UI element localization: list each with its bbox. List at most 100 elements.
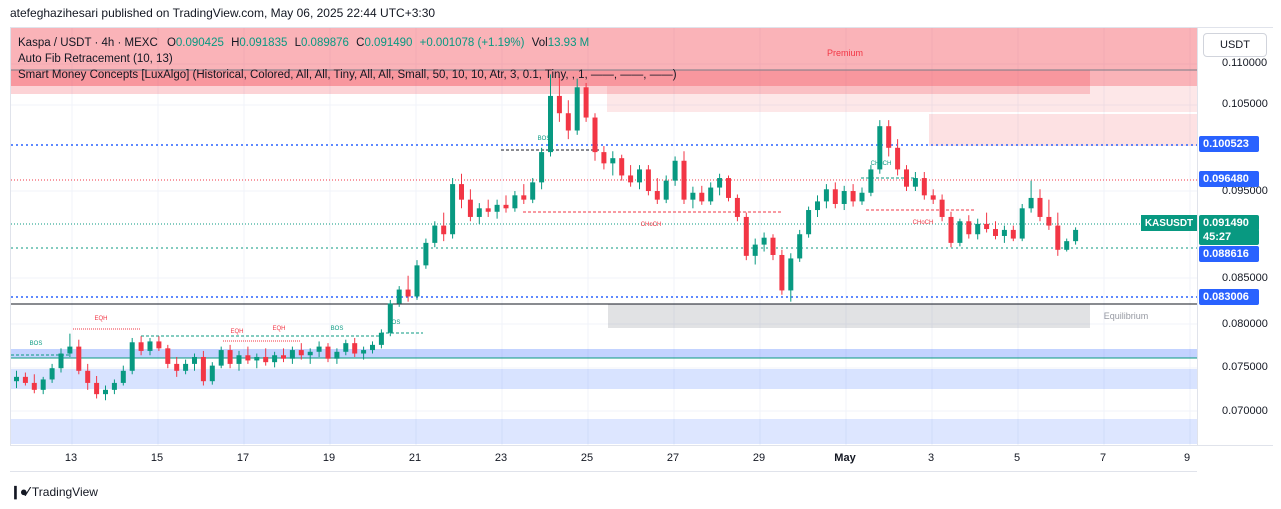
candle-body [325, 346, 331, 359]
candle-body [823, 189, 829, 202]
volume-label: Vol [531, 37, 548, 49]
candle-body [1019, 208, 1025, 239]
candle-body [281, 355, 286, 359]
candle-body [539, 152, 545, 183]
candle-body [957, 221, 963, 243]
time-label-month: May [834, 452, 856, 464]
candle-body [378, 332, 384, 345]
candle-body [147, 341, 153, 351]
candle-body [832, 189, 838, 204]
candle-body [361, 350, 367, 354]
candle-body [316, 346, 322, 352]
demand-zone-2 [11, 369, 1197, 389]
label-choch-2: CHoCH [871, 161, 892, 167]
footer-brand[interactable]: ❙●∕ TradingView [10, 484, 98, 500]
time-label: 7 [1099, 452, 1107, 464]
chart-pane[interactable]: Premium Equilibrium BOS EQH EQH EQH BOS … [10, 27, 1197, 446]
candle-body [405, 289, 411, 297]
candle-body [49, 368, 55, 380]
candle-body [129, 342, 135, 371]
candle-body [681, 160, 687, 200]
candle-body [40, 379, 46, 390]
candle-body [904, 169, 909, 187]
change-value: +0.001078 (+1.19%) [419, 37, 525, 49]
candle-body [183, 363, 189, 371]
candle-body [512, 195, 518, 209]
candle-body [165, 348, 171, 364]
candle-body [601, 152, 607, 164]
label-choch-3: CHoCH [913, 220, 934, 226]
candle-body [868, 169, 874, 193]
indicator-fib[interactable]: Auto Fib Retracement (10, 13) [18, 53, 173, 65]
candle-body [521, 195, 527, 200]
candle-body [22, 376, 28, 383]
volume-value: 13.93 M [547, 37, 590, 49]
currency-button[interactable]: USDT [1203, 33, 1267, 57]
candle-body [850, 191, 856, 202]
equilibrium-zone [608, 304, 1090, 328]
label-eqh-2: EQH [230, 329, 243, 335]
candle-body [423, 242, 429, 266]
time-label: 5 [1013, 452, 1021, 464]
time-label: 9 [1183, 452, 1191, 464]
price-tick: 0.105000 [1222, 98, 1268, 110]
candle-body [138, 342, 144, 351]
price-tag-current: 0.091490 [1199, 215, 1259, 231]
candle-body [1001, 229, 1007, 236]
candle-body [476, 208, 482, 217]
candle-body [743, 216, 749, 256]
candles [14, 74, 1079, 401]
time-label: 27 [666, 452, 680, 464]
label-bos-3: BOS [388, 320, 401, 326]
candle-body [120, 370, 126, 383]
candle-body [414, 265, 420, 297]
close-label: C [356, 37, 365, 49]
candle-body [841, 191, 847, 204]
candle-body [726, 178, 731, 198]
close-value: 0.091490 [364, 37, 413, 49]
candle-body [156, 341, 162, 349]
candle-body [734, 197, 740, 217]
time-axis[interactable]: 13 15 17 19 21 23 25 27 29 May 3 5 7 9 [10, 446, 1197, 472]
candle-body [930, 195, 936, 200]
candle-body [948, 216, 954, 243]
supply-zone-2 [929, 114, 1197, 146]
candle-body [912, 178, 918, 187]
candle-body [494, 204, 500, 212]
candle-countdown: 45:27 [1199, 229, 1259, 245]
candle-body [14, 376, 19, 382]
high-value: 0.091835 [239, 37, 288, 49]
candle-body [334, 351, 340, 359]
time-label: 21 [408, 452, 422, 464]
candle-body [779, 254, 785, 291]
candle-body [530, 182, 536, 200]
candle-body [272, 355, 278, 363]
candle-body [877, 126, 883, 170]
candle-body [209, 365, 215, 382]
candle-body [58, 353, 64, 369]
candle-body [663, 180, 669, 200]
candle-body [797, 234, 803, 259]
label-choch-1: CHoCH [641, 222, 662, 228]
price-tag-0100523: 0.100523 [1199, 136, 1259, 152]
candle-body [85, 370, 91, 383]
candle-body [806, 210, 812, 235]
legend-ohlc-row[interactable]: Kaspa / USDT · 4h · MEXC O0.090425 H0.09… [18, 35, 677, 51]
candle-body [192, 356, 197, 364]
symbol-label[interactable]: Kaspa / USDT · 4h · MEXC [18, 37, 158, 49]
demand-zone-3 [11, 419, 1197, 444]
indicator-smc[interactable]: Smart Money Concepts [LuxAlgo] (Historic… [18, 69, 677, 81]
candle-body [761, 237, 767, 245]
price-chart[interactable]: Premium Equilibrium BOS EQH EQH EQH BOS … [11, 28, 1197, 446]
time-label: 15 [150, 452, 164, 464]
candle-body [352, 343, 358, 354]
chart-legend: Kaspa / USDT · 4h · MEXC O0.090425 H0.09… [18, 35, 677, 83]
candle-body [370, 344, 375, 351]
candle-body [289, 350, 295, 359]
candle-body [343, 343, 349, 352]
candle-body [450, 184, 456, 235]
candle-body [690, 192, 696, 200]
label-bos-1: BOS [30, 341, 43, 347]
candle-body [1028, 197, 1034, 209]
high-label: H [231, 37, 240, 49]
